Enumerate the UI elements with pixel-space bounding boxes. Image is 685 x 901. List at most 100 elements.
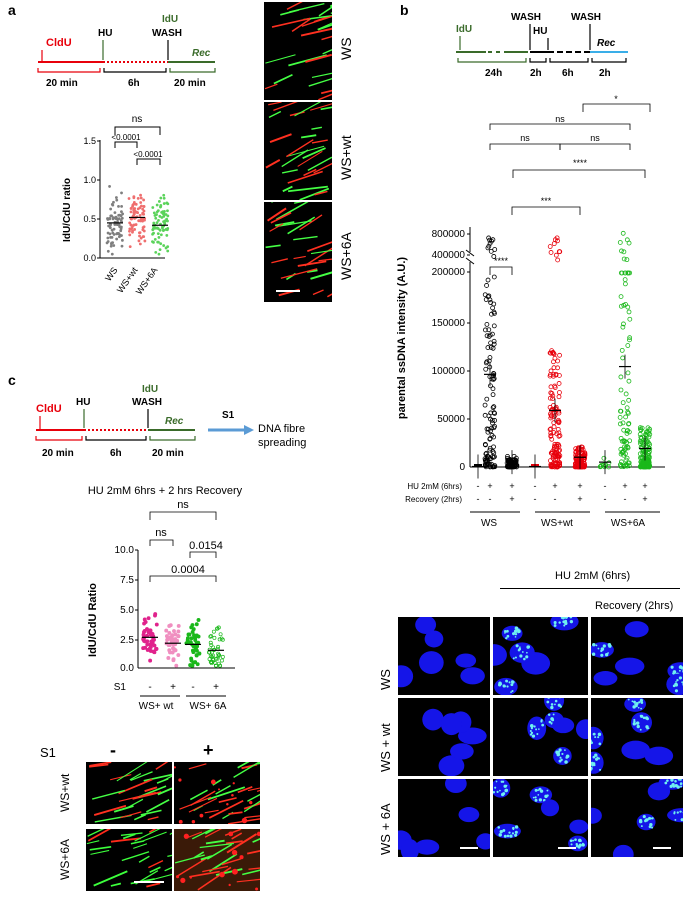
a-point-WS bbox=[119, 229, 123, 233]
focus bbox=[498, 683, 502, 687]
c-point-3 bbox=[219, 636, 224, 641]
fiber-dot bbox=[255, 887, 259, 891]
fiber bbox=[110, 882, 122, 887]
a-point-WS bbox=[120, 204, 123, 208]
nucleus bbox=[455, 653, 477, 668]
fiber bbox=[147, 873, 172, 882]
c-tick-7.5: 7.5 bbox=[120, 575, 134, 586]
focus bbox=[579, 839, 582, 842]
b-point-1 bbox=[488, 456, 493, 462]
b-point-4 bbox=[556, 394, 562, 400]
focus bbox=[560, 758, 563, 762]
a-point-WS+6A bbox=[151, 240, 154, 244]
focus bbox=[534, 798, 538, 802]
focus bbox=[530, 727, 534, 730]
focus bbox=[558, 748, 562, 752]
b-rec: Rec bbox=[597, 38, 616, 49]
b-point-1 bbox=[482, 461, 488, 467]
fiber bbox=[118, 791, 156, 802]
fiber bbox=[92, 789, 126, 800]
fiber bbox=[179, 796, 212, 810]
b-point-7 bbox=[619, 248, 624, 254]
fiber bbox=[175, 855, 211, 878]
c-col-minus: - bbox=[110, 740, 116, 760]
c-point-2 bbox=[191, 660, 196, 665]
focus bbox=[525, 655, 529, 659]
focus bbox=[635, 721, 640, 725]
b-point-1 bbox=[490, 386, 496, 392]
a-point-WS bbox=[115, 196, 118, 199]
b-point-4 bbox=[556, 410, 562, 416]
fiber bbox=[265, 244, 281, 249]
fiber bbox=[304, 247, 332, 267]
b-point-1 bbox=[485, 245, 491, 251]
fiber bbox=[269, 223, 284, 232]
c-t1: 20 min bbox=[42, 448, 74, 459]
b-point-4 bbox=[548, 412, 554, 418]
fiber bbox=[318, 258, 332, 262]
focus bbox=[504, 788, 508, 793]
tick-a-0: 0.0 bbox=[83, 253, 96, 263]
fiber bbox=[318, 93, 332, 100]
b-row2-3: - bbox=[534, 494, 537, 504]
focus bbox=[512, 657, 515, 660]
focus bbox=[676, 811, 679, 814]
focus bbox=[640, 707, 643, 710]
b-point-1 bbox=[487, 355, 493, 360]
scale-bar bbox=[276, 290, 300, 292]
focus bbox=[497, 826, 501, 829]
focus bbox=[679, 810, 682, 813]
c-point-1 bbox=[176, 623, 181, 628]
c-point-0 bbox=[153, 613, 157, 618]
b-point-7 bbox=[618, 374, 624, 380]
a-point-WS bbox=[121, 212, 125, 216]
fiber bbox=[133, 813, 147, 821]
focus bbox=[506, 834, 510, 838]
b-point-1 bbox=[484, 283, 489, 288]
panel-a: a CldU HU IdU WASH Rec 20 min 6h 20 min … bbox=[0, 0, 250, 300]
focus bbox=[504, 631, 506, 634]
focus bbox=[510, 683, 514, 687]
a-point-WS bbox=[108, 185, 111, 188]
a-point-WS+6A bbox=[166, 245, 170, 249]
panel-a-letter: a bbox=[8, 2, 16, 18]
c-point-3 bbox=[220, 658, 224, 663]
b-point-1 bbox=[485, 277, 491, 283]
c-point-3 bbox=[211, 653, 215, 658]
focus bbox=[510, 691, 512, 693]
fiber-image-ws-wt bbox=[264, 102, 332, 200]
fiber bbox=[294, 202, 303, 204]
a-point-WS+6A bbox=[159, 242, 163, 246]
a-point-WS+6A bbox=[156, 209, 160, 213]
t2-label: 6h bbox=[128, 78, 140, 89]
fiber bbox=[307, 156, 332, 171]
fiber bbox=[320, 89, 332, 95]
a-point-WS+wt bbox=[142, 198, 146, 202]
focus bbox=[599, 768, 602, 771]
fiber bbox=[130, 840, 145, 845]
a-point-WS+6A bbox=[157, 218, 160, 222]
b-row-label-ws-6a: WS + 6A bbox=[378, 803, 393, 855]
a-point-WS+wt bbox=[136, 196, 140, 200]
b-point-1 bbox=[492, 454, 497, 460]
b-point-4 bbox=[557, 390, 562, 395]
c-s1-2: - bbox=[191, 682, 194, 693]
focus bbox=[632, 722, 637, 726]
focus bbox=[496, 790, 499, 793]
fiber-dot bbox=[226, 803, 229, 806]
c-s1: S1 bbox=[222, 410, 235, 421]
nucleus-image-r1-c0 bbox=[398, 698, 490, 776]
nucleus bbox=[569, 819, 588, 834]
a-point-WS+6A bbox=[151, 206, 155, 209]
focus bbox=[521, 651, 524, 653]
b-point-4 bbox=[548, 426, 554, 432]
nucleus-image-r2-c0 bbox=[398, 779, 490, 857]
b-row1-4: + bbox=[552, 481, 557, 491]
b-point-7 bbox=[626, 463, 632, 469]
b-point-4 bbox=[550, 393, 556, 399]
fiber bbox=[206, 843, 233, 860]
a-point-WS bbox=[106, 240, 110, 243]
tick-a-2: 1.0 bbox=[83, 175, 96, 185]
focus bbox=[516, 628, 520, 632]
a-point-WS+wt bbox=[141, 228, 145, 232]
